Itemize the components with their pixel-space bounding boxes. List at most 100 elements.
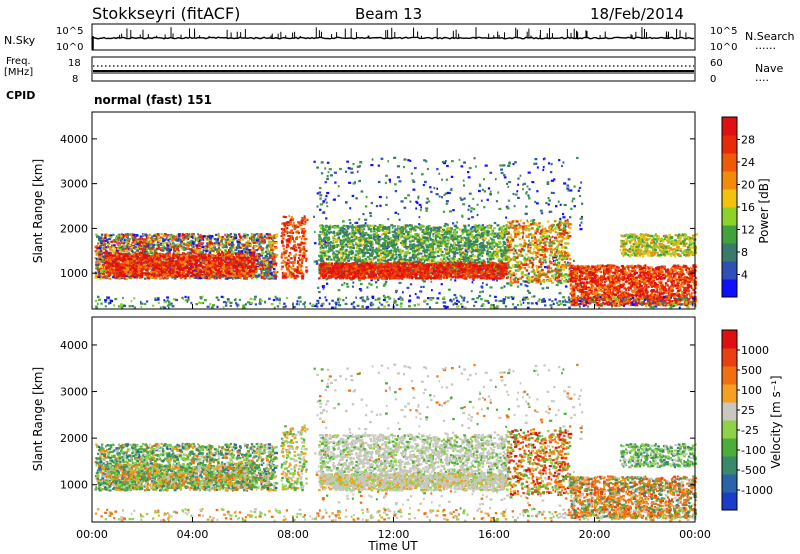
power-cell [246,247,249,251]
power-cell [111,257,115,260]
power-cell [114,248,117,251]
power-cell [153,246,156,249]
power-cell [267,265,270,268]
power-cell [210,269,214,272]
power-cell [108,240,112,244]
power-cell [258,273,261,276]
power-cell [244,251,247,254]
power-cell [109,234,113,237]
power-cell [98,263,101,266]
power-cell [227,251,231,254]
power-cell [168,244,172,247]
power-cell [213,248,216,251]
power-cell [233,265,236,268]
power-cell [194,247,198,250]
power-cell [103,274,107,277]
power-cell [384,203,388,206]
power-cell [230,243,233,246]
power-cell [324,181,328,184]
power-cell [271,242,274,245]
power-cell [436,168,439,171]
power-cell [98,250,101,253]
power-cell [473,157,476,160]
power-cell [542,166,545,169]
power-cell [366,286,369,289]
power-cell [144,233,148,236]
power-cell [295,268,299,272]
power-cell [180,255,183,258]
power-cell [245,251,249,254]
power-cell [110,248,114,252]
power-cell [526,185,529,188]
power-cell [191,254,195,257]
power-cell [283,224,286,227]
power-cell [260,260,263,264]
power-cell [144,249,148,252]
power-cell [250,261,253,264]
power-cell [544,261,547,264]
power-cell [107,245,110,249]
power-cell [177,251,181,254]
power-cell [136,253,139,256]
power-cell [291,275,294,278]
power-cell [257,235,260,238]
power-cell [113,244,116,247]
power-cell [258,240,261,244]
power-cell [178,239,182,242]
power-cell [394,289,398,293]
power-cell [162,237,165,241]
power-cell [112,240,115,243]
nave-label: Nave [755,62,783,75]
power-cell [104,261,107,265]
power-cell [227,234,231,237]
power-cell [334,181,337,184]
power-cell [199,233,202,237]
power-cell [140,259,144,262]
power-cell [317,301,320,305]
power-cell [235,262,239,265]
power-cell [94,245,97,249]
power-cell [418,203,422,207]
power-cell [224,258,227,261]
power-cell [426,197,429,200]
power-cell [248,249,252,252]
power-cell [154,243,158,246]
power-cell [328,168,332,171]
power-cell [122,236,125,239]
power-cell [174,275,177,278]
power-cell [119,236,122,239]
power-cell [500,171,504,175]
power-cell [263,240,267,243]
power-cell [164,271,166,274]
power-cell [120,248,123,251]
power-cell [489,171,493,174]
power-cell [481,286,484,289]
power-cell [134,243,138,246]
power-cell [211,255,214,258]
power-cell [106,246,109,249]
power-cell [181,252,185,255]
power-cell [260,271,263,275]
power-cell [182,261,186,264]
power-cell [179,265,182,268]
power-cell [268,276,272,279]
power-cell [218,276,222,279]
power-cell [196,245,199,249]
power-cell [214,233,218,237]
power-cell [162,242,165,245]
power-cell [112,233,115,236]
power-cell [244,247,247,250]
power-cell [236,254,240,258]
power-cell [181,238,183,242]
power-cell [188,243,191,246]
power-cell [552,191,555,195]
power-cell [163,254,167,257]
power-cell [173,244,177,247]
power-cell [224,238,228,241]
power-cell [234,236,238,239]
power-cell [128,264,131,267]
power-cell [239,252,242,255]
power-cell [263,277,266,280]
power-cell [319,197,322,200]
power-cell [500,168,504,171]
